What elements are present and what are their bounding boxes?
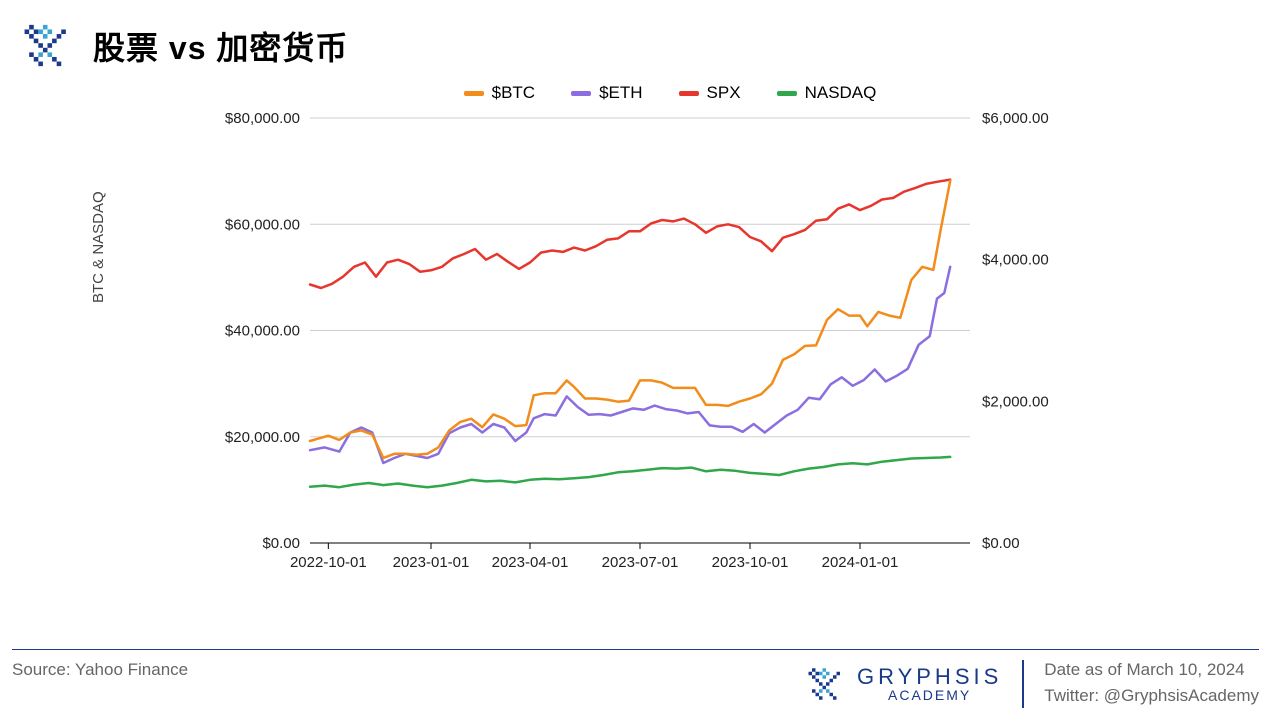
svg-text:$40,000.00: $40,000.00 bbox=[225, 323, 300, 340]
svg-text:$2,000.00: $2,000.00 bbox=[982, 393, 1049, 410]
gryphon-logo-icon bbox=[20, 18, 75, 73]
series-nasdaq bbox=[310, 457, 950, 487]
svg-text:2022-10-01: 2022-10-01 bbox=[290, 554, 367, 571]
legend-label: SPX bbox=[707, 83, 741, 103]
page-title: 股票 vs 加密货币 bbox=[93, 23, 348, 69]
page-footer: Source: Yahoo Finance GRYPHSIS ACADEMY bbox=[12, 649, 1259, 708]
legend-item: SPX bbox=[679, 83, 741, 103]
legend-label: $ETH bbox=[599, 83, 642, 103]
svg-text:$60,000.00: $60,000.00 bbox=[225, 216, 300, 233]
svg-text:$0.00: $0.00 bbox=[982, 535, 1020, 552]
svg-text:2023-07-01: 2023-07-01 bbox=[602, 554, 679, 571]
footer-brand-sub: ACADEMY bbox=[857, 688, 1002, 702]
series-btc bbox=[310, 181, 950, 458]
legend-item: NASDAQ bbox=[777, 83, 877, 103]
svg-text:$4,000.00: $4,000.00 bbox=[982, 252, 1049, 269]
svg-text:$0.00: $0.00 bbox=[262, 535, 300, 552]
footer-date: Date as of March 10, 2024 bbox=[1044, 660, 1259, 680]
legend-label: $BTC bbox=[492, 83, 535, 103]
legend-swatch bbox=[679, 91, 699, 96]
legend-swatch bbox=[571, 91, 591, 96]
footer-brand: GRYPHSIS ACADEMY bbox=[805, 660, 1024, 708]
svg-text:$6,000.00: $6,000.00 bbox=[982, 113, 1049, 127]
series-eth bbox=[310, 267, 950, 463]
svg-text:2024-01-01: 2024-01-01 bbox=[822, 554, 899, 571]
series-spx bbox=[310, 180, 950, 288]
chart-container: $BTC$ETHSPXNASDAQ BTC & NASDAQ ETH & SPX… bbox=[130, 83, 1210, 613]
gryphon-logo-icon bbox=[805, 663, 847, 705]
footer-twitter: Twitter: @GryphsisAcademy bbox=[1044, 686, 1259, 706]
svg-text:2023-01-01: 2023-01-01 bbox=[393, 554, 470, 571]
svg-text:$80,000.00: $80,000.00 bbox=[225, 113, 300, 127]
legend-item: $BTC bbox=[464, 83, 535, 103]
legend-label: NASDAQ bbox=[805, 83, 877, 103]
footer-brand-main: GRYPHSIS bbox=[857, 666, 1002, 688]
footer-source: Source: Yahoo Finance bbox=[12, 660, 805, 680]
legend-item: $ETH bbox=[571, 83, 642, 103]
y-axis-left-label: BTC & NASDAQ bbox=[90, 191, 107, 303]
page-header: 股票 vs 加密货币 bbox=[0, 0, 1271, 73]
legend-swatch bbox=[777, 91, 797, 96]
line-chart: $0.00 $20,000.00 $40,000.00 $60,000.00 $80,0… bbox=[130, 113, 1080, 583]
svg-text:2023-04-01: 2023-04-01 bbox=[492, 554, 569, 571]
svg-text:$20,000.00: $20,000.00 bbox=[225, 429, 300, 446]
chart-legend: $BTC $ETH SPX NASDAQ bbox=[130, 83, 1210, 103]
svg-text:2023-10-01: 2023-10-01 bbox=[712, 554, 789, 571]
legend-swatch bbox=[464, 91, 484, 96]
